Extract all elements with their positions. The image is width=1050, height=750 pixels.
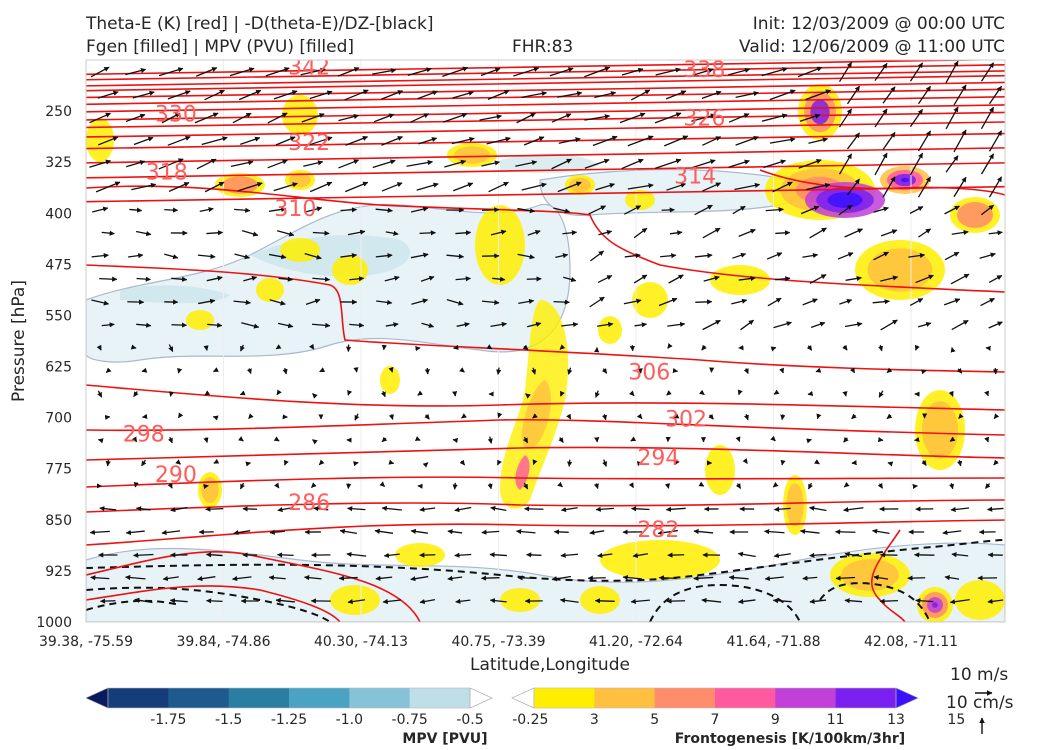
y-tick-label: 1000: [36, 615, 72, 631]
colorbar-tick-label: 7: [711, 712, 720, 728]
y-tick-label: 775: [45, 462, 72, 478]
mpv-colorbar: -1.75 -1.5 -1.25 -1.0 -0.75 -0.5 -0.25: [85, 687, 548, 728]
colorbar-tick-label: -1.25: [271, 712, 307, 728]
colorbar-tick-label: -1.0: [336, 712, 363, 728]
forecast-hour: FHR:83: [512, 37, 574, 57]
theta-e-contour-label: 342: [288, 55, 330, 80]
theta-e-contour-label: 326: [683, 107, 725, 132]
x-tick-label: 39.84, -74.86: [176, 634, 270, 650]
y-tick-label: 625: [45, 360, 72, 376]
mpv-colorbar-title: MPV [PVU]: [402, 731, 487, 747]
y-tick-label: 925: [45, 564, 72, 580]
theta-e-contours: [86, 60, 1005, 622]
y-tick-label: 550: [45, 308, 72, 324]
vector-key-u-label: 10 m/s: [950, 665, 1008, 685]
y-tick-label: 700: [45, 411, 72, 427]
y-tick-label: 250: [45, 104, 72, 120]
theta-e-contour-label: 282: [637, 518, 679, 543]
x-tick-label: 40.30, -74.13: [314, 634, 408, 650]
colorbar-tick-label: 11: [827, 712, 845, 728]
y-tick-label: 850: [45, 513, 72, 529]
x-tick-label: 42.08, -71.11: [864, 634, 958, 650]
colorbar-tick-label: 9: [771, 712, 780, 728]
colorbar-tick-label: 13: [887, 712, 905, 728]
theta-e-contour-label: 318: [146, 160, 188, 185]
y-tick-label: 400: [45, 206, 72, 222]
init-time: Init: 12/03/2009 @ 00:00 UTC: [752, 14, 1005, 34]
theta-e-labels: 342 338 330 326 322 318 314 310 306 302 298 294 290 2…: [123, 55, 726, 543]
colorbar-tick-label: -0.75: [392, 712, 428, 728]
y-axis: 250 325 400 475 550 625 700 775 850 925 1000: [36, 104, 72, 631]
chart-title-line-2: Fgen [filled] | MPV (PVU) [filled]: [86, 37, 355, 57]
x-axis-label: Latitude,Longitude: [470, 655, 630, 675]
x-tick-label: 41.20, -72.64: [589, 634, 683, 650]
colorbar-tick-label: -0.5: [456, 712, 483, 728]
colorbar-tick-label: -0.25: [512, 712, 548, 728]
theta-e-contour-label: 330: [155, 102, 197, 127]
wind-vectors: [89, 60, 1004, 605]
x-tick-label: 39.38, -75.59: [39, 634, 133, 650]
colorbar-tick-label: 3: [590, 712, 599, 728]
theta-e-contour-label: 298: [123, 423, 165, 448]
y-axis-label: Pressure [hPa]: [9, 280, 29, 402]
frontogenesis-colorbar-title: Frontogenesis [K/100km/3hr]: [675, 731, 905, 747]
frontogenesis-colorbar: 3 5 7 9 11 13 15: [511, 687, 965, 728]
colorbar-tick-label: 5: [650, 712, 659, 728]
plot-frame: [85, 59, 1006, 623]
colorbar-tick-label: -1.75: [150, 712, 186, 728]
vector-key-w-label: 10 cm/s: [946, 693, 1014, 713]
x-tick-label: 41.64, -71.88: [726, 634, 820, 650]
vector-key: 10 m/s 10 cm/s: [946, 665, 1014, 734]
y-tick-label: 475: [45, 257, 72, 273]
x-tick-label: 40.75, -73.39: [451, 634, 545, 650]
colorbar-tick-label: -1.5: [215, 712, 242, 728]
y-tick-label: 325: [45, 155, 72, 171]
valid-time: Valid: 12/06/2009 @ 11:00 UTC: [739, 37, 1005, 57]
x-axis: 39.38, -75.59 39.84, -74.86 40.30, -74.13 4…: [39, 634, 958, 650]
theta-e-contour-label: 310: [274, 197, 316, 222]
theta-e-contour-label: 302: [665, 408, 707, 433]
theta-e-contour-label: 314: [674, 164, 716, 189]
theta-e-contour-label: 322: [288, 131, 330, 156]
colorbar-tick-label: 15: [947, 712, 965, 728]
chart-title-line-1: Theta-E (K) [red] | -D(theta-E)/DZ-[blac…: [86, 14, 434, 34]
theta-e-contour-label: 294: [637, 446, 679, 471]
theta-e-contour-label: 286: [288, 491, 330, 516]
theta-e-contour-label: 306: [628, 361, 670, 386]
theta-e-contour-label: 338: [683, 58, 725, 83]
theta-e-contour-label: 290: [155, 463, 197, 488]
